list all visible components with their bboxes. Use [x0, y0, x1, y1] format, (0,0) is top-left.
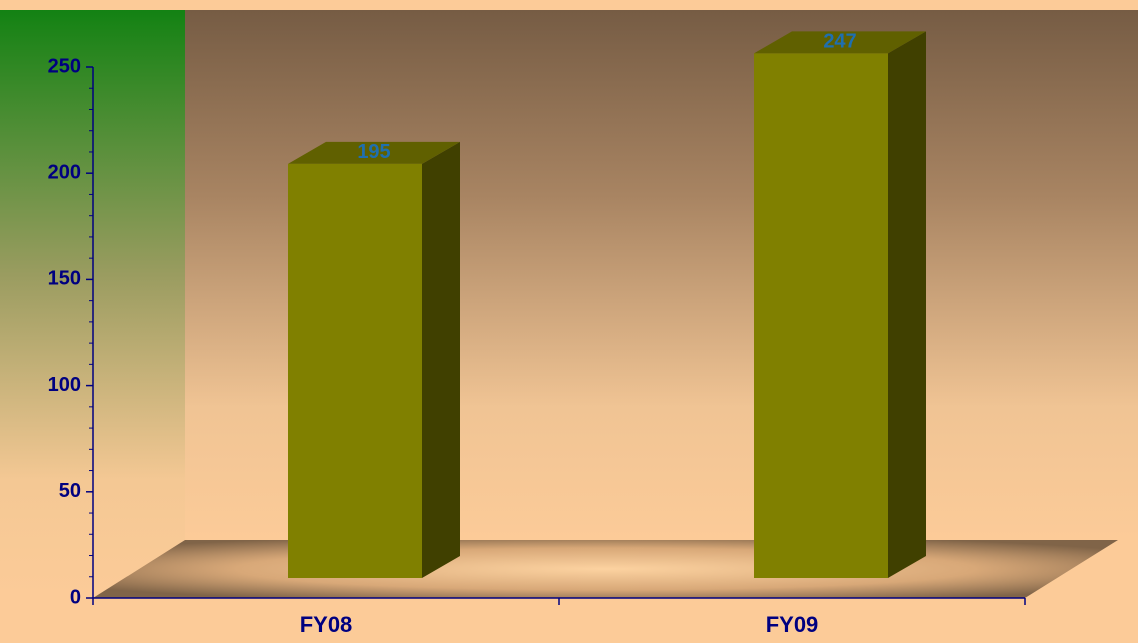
x-tick-label: FY08 — [300, 612, 353, 637]
y-tick-label: 50 — [59, 480, 81, 502]
y-tick-label: 100 — [48, 374, 81, 396]
bar-top — [288, 141, 460, 164]
bar — [754, 53, 888, 578]
y-tick-label: 0 — [70, 586, 81, 608]
bar-side — [888, 31, 926, 578]
y-tick-label: 250 — [48, 55, 81, 77]
floor — [93, 540, 1118, 598]
y-tick-label: 200 — [48, 161, 81, 183]
bar — [288, 163, 422, 578]
bar-side — [422, 141, 460, 578]
value-label: 195 — [357, 141, 390, 163]
x-tick-label: FY09 — [766, 612, 819, 637]
value-label: 247 — [823, 31, 856, 53]
bar-top — [754, 31, 926, 54]
y-tick-label: 150 — [48, 268, 81, 290]
